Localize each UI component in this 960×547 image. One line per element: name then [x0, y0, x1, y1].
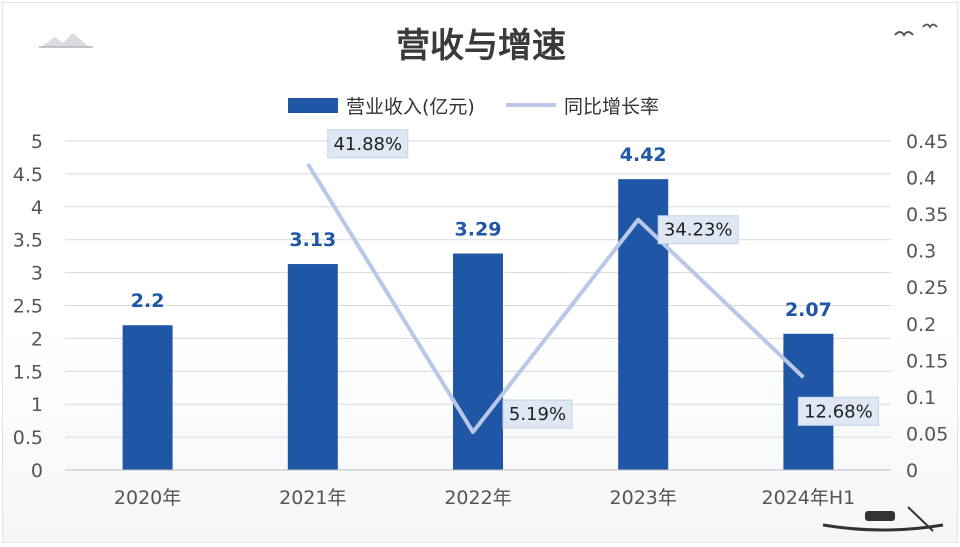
right-axis-tick-label: 0.25	[906, 277, 948, 299]
right-axis-tick-label: 0.15	[906, 350, 948, 372]
revenue-data-label: 3.13	[289, 229, 336, 251]
growth-data-label-group: 34.23%	[657, 215, 739, 245]
revenue-bar	[287, 264, 338, 470]
legend: 营业收入(亿元) 同比增长率	[288, 96, 659, 118]
x-axis-tick-label: 2021年	[279, 487, 346, 509]
growth-labels: 41.88% 5.19% 34.23% 12.68%	[327, 129, 879, 429]
growth-data-label-group: 12.68%	[797, 396, 879, 426]
right-y-axis: 0 0.05 0.1 0.15 0.2 0.25 0.3 0.35 0.4 0.45	[906, 131, 948, 482]
right-axis-tick-label: 0.1	[906, 387, 936, 409]
birds-doodle-icon	[894, 23, 938, 37]
right-axis-tick-label: 0.45	[906, 131, 948, 153]
revenue-labels: 2.2 3.13 3.29 4.42 2.07	[131, 144, 832, 321]
revenue-bars	[122, 179, 834, 470]
x-axis-tick-label: 2020年	[114, 487, 181, 509]
revenue-bar	[122, 325, 173, 470]
growth-data-label-group: 41.88%	[327, 129, 409, 159]
growth-label-box	[797, 396, 879, 426]
left-axis-tick-label: 2.5	[13, 296, 43, 318]
right-axis-tick-label: 0.05	[906, 423, 948, 445]
right-axis-tick-label: 0.4	[906, 168, 936, 190]
growth-line-path	[306, 162, 805, 435]
right-axis-tick-label: 0.3	[906, 241, 936, 263]
right-axis-tick-label: 0	[906, 460, 918, 482]
growth-data-label: 41.88%	[333, 134, 402, 155]
revenue-data-label: 2.07	[785, 299, 832, 321]
left-axis-tick-label: 0	[31, 460, 43, 482]
right-axis-tick-label: 0.35	[906, 204, 948, 226]
revenue-data-label: 2.2	[131, 290, 165, 312]
growth-label-box	[657, 215, 739, 245]
x-axis-tick-label: 2024年H1	[762, 487, 856, 509]
growth-data-label-group: 5.19%	[502, 399, 573, 429]
left-axis-tick-label: 4.5	[13, 164, 43, 186]
growth-label-box	[327, 129, 409, 159]
revenue-bar	[453, 253, 503, 470]
legend-swatch-revenue	[288, 98, 338, 113]
left-axis-tick-label: 3	[31, 263, 43, 285]
growth-line	[306, 162, 805, 435]
left-axis-tick-label: 3.5	[13, 230, 43, 252]
mountain-doodle-icon	[39, 33, 93, 48]
x-axis: 2020年 2021年 2022年 2023年 2024年H1	[65, 469, 891, 509]
boat-doodle-icon	[822, 506, 944, 532]
x-axis-tick-label: 2023年	[610, 487, 677, 509]
chart-title: 营收与增速	[396, 26, 566, 66]
left-axis-tick-label: 0.5	[13, 427, 43, 449]
revenue-data-label: 4.42	[620, 144, 667, 166]
x-axis-tick-label: 2022年	[444, 487, 511, 509]
right-axis-tick-label: 0.2	[906, 314, 936, 336]
growth-data-label: 12.68%	[804, 401, 873, 422]
left-axis-tick-label: 1.5	[13, 361, 43, 383]
left-axis-tick-label: 4	[31, 197, 43, 219]
chart-canvas: 营收与增速 营业收入(亿元) 同比增长率 0 0.5 1 1.5 2 2.5 3 3.5 4 4.…	[13, 23, 948, 532]
left-y-axis: 0 0.5 1 1.5 2 2.5 3 3.5 4 4.5 5	[13, 131, 43, 482]
growth-data-label: 5.19%	[509, 404, 566, 425]
growth-data-label: 34.23%	[664, 220, 733, 241]
left-axis-tick-label: 2	[31, 328, 43, 350]
left-axis-tick-label: 5	[31, 131, 43, 153]
legend-label-revenue: 营业收入(亿元)	[346, 96, 475, 118]
revenue-data-label: 3.29	[455, 219, 502, 241]
legend-label-growth: 同比增长率	[564, 96, 659, 118]
growth-label-box	[502, 399, 573, 429]
left-axis-tick-label: 1	[31, 394, 43, 416]
